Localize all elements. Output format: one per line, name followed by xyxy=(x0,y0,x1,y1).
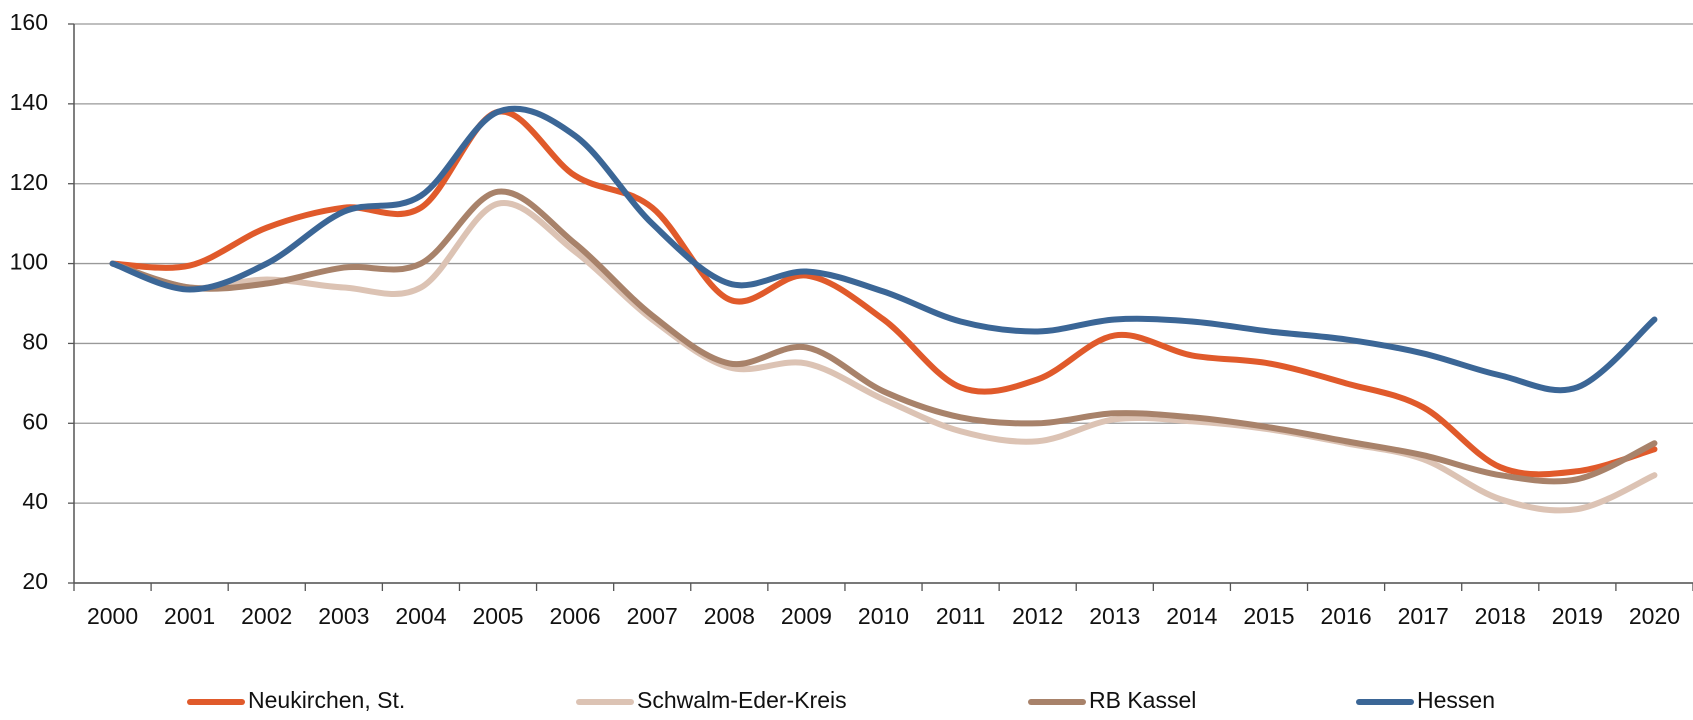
x-tick-label: 2016 xyxy=(1320,603,1371,629)
y-tick-label: 80 xyxy=(22,329,48,355)
legend-label: Neukirchen, St. xyxy=(248,687,405,713)
x-tick-label: 2002 xyxy=(241,603,292,629)
x-tick-label: 2015 xyxy=(1243,603,1294,629)
legend-label: Schwalm-Eder-Kreis xyxy=(637,687,847,713)
x-tick-label: 2000 xyxy=(87,603,138,629)
y-tick-label: 60 xyxy=(22,408,48,434)
legend-label: Hessen xyxy=(1417,687,1495,713)
y-tick-label: 20 xyxy=(22,568,48,594)
x-tick-label: 2004 xyxy=(395,603,446,629)
x-tick-label: 2012 xyxy=(1012,603,1063,629)
line-series xyxy=(109,108,1658,478)
x-tick-label: 2003 xyxy=(318,603,369,629)
x-tick-label: 2013 xyxy=(1089,603,1140,629)
legend-label: RB Kassel xyxy=(1089,687,1196,713)
x-tick-label: 2010 xyxy=(858,603,909,629)
x-tick-label: 2009 xyxy=(781,603,832,629)
x-tick-label: 2006 xyxy=(550,603,601,629)
x-tick-label: 2008 xyxy=(704,603,755,629)
y-tick-label: 40 xyxy=(22,488,48,514)
y-tick-label: 140 xyxy=(10,89,48,115)
x-tick-label: 2007 xyxy=(627,603,678,629)
x-tick-label: 2019 xyxy=(1552,603,1603,629)
line-series xyxy=(109,105,1658,394)
x-tick-label: 2018 xyxy=(1475,603,1526,629)
line-series xyxy=(109,188,1658,485)
y-tick-label: 120 xyxy=(10,169,48,195)
x-tick-label: 2005 xyxy=(472,603,523,629)
x-tick-label: 2001 xyxy=(164,603,215,629)
line-series xyxy=(109,200,1658,514)
x-tick-label: 2011 xyxy=(936,603,985,629)
x-tick-label: 2017 xyxy=(1398,603,1449,629)
y-tick-label: 100 xyxy=(10,249,48,275)
y-tick-label: 160 xyxy=(10,9,48,35)
x-tick-label: 2014 xyxy=(1166,603,1217,629)
x-tick-label: 2020 xyxy=(1629,603,1680,629)
